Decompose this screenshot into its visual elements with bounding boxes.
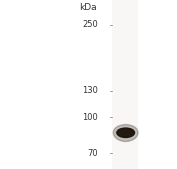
Ellipse shape [113,125,138,141]
Text: 100: 100 [82,113,98,122]
Text: 70: 70 [88,149,98,158]
Text: 130: 130 [82,86,98,95]
Ellipse shape [117,128,135,137]
Text: 250: 250 [82,20,98,29]
Text: kDa: kDa [79,3,96,12]
Bar [112,0,138,169]
